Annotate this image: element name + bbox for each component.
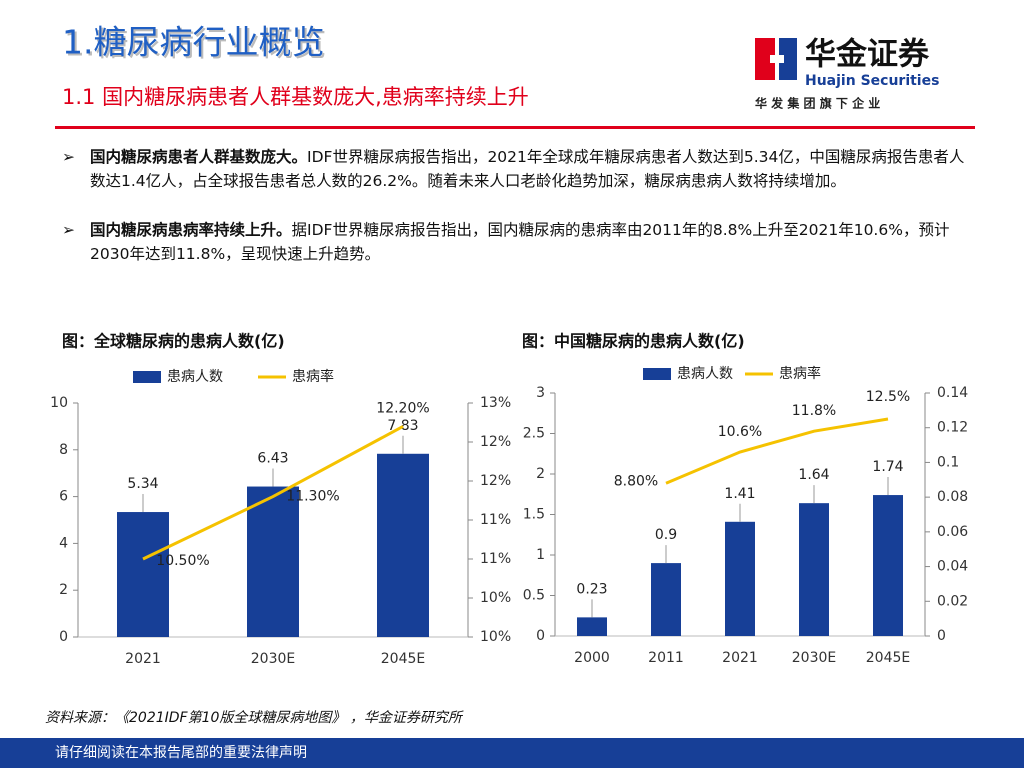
y2-tick-label: 0 — [937, 628, 946, 644]
x-tick-label: 2030E — [792, 650, 836, 666]
title-shadow: 1.糖尿病行业概览 — [64, 25, 327, 64]
x-tick-label: 2045E — [866, 650, 910, 666]
chart-title: 图：全球糖尿病的患病人数(亿) — [62, 332, 285, 351]
y2-tick-label: 12% — [480, 473, 511, 489]
y-tick-label: 10 — [50, 395, 68, 411]
line-label: 12.20% — [376, 400, 429, 416]
bar — [377, 453, 429, 637]
y-tick-label: 6 — [59, 489, 68, 505]
x-tick-label: 2045E — [381, 651, 425, 667]
logo-tagline: 华 发 集 团 旗 下 企 业 — [755, 96, 880, 111]
bar-label: 0.23 — [576, 581, 607, 597]
bullet: ➢ 国内糖尿病患者人群基数庞大。IDF世界糖尿病报告指出，2021年全球成年糖尿病… — [62, 145, 972, 193]
y2-tick-label: 0.1 — [937, 454, 959, 470]
chart-title: 图：中国糖尿病的患病人数(亿) — [522, 332, 745, 351]
slide-subtitle: 1.1 国内糖尿病患者人群基数庞大,患病率持续上升 — [62, 85, 529, 109]
y2-tick-label: 0.14 — [937, 385, 968, 401]
legend-label: 患病人数 — [677, 366, 733, 382]
x-tick-label: 2000 — [574, 650, 610, 666]
y2-tick-label: 0.08 — [937, 489, 968, 505]
x-tick-label: 2021 — [125, 651, 161, 667]
bar-label: 1.64 — [798, 467, 829, 483]
legend-label: 患病率 — [292, 368, 334, 385]
line-label: 8.80% — [614, 473, 658, 489]
bar — [873, 495, 903, 636]
footer-text: 请仔细阅读在本报告尾部的重要法律声明 — [55, 744, 307, 761]
source: 资料来源：《2021IDF第10版全球糖尿病地图》 ，华金证券研究所 — [45, 710, 464, 726]
y2-tick-label: 10% — [480, 590, 511, 606]
logo-en: Huajin Securities — [805, 73, 939, 89]
slide-title: 1.糖尿病行业概览 — [62, 23, 325, 62]
bar — [651, 563, 681, 636]
bar — [577, 617, 607, 636]
y-tick-label: 2 — [536, 466, 545, 482]
line-label: 10.6% — [718, 424, 762, 440]
y2-tick-label: 13% — [480, 395, 511, 411]
x-tick-label: 2030E — [251, 651, 295, 667]
y2-tick-label: 12% — [480, 434, 511, 450]
y-tick-label: 0 — [536, 628, 545, 644]
y-tick-label: 4 — [59, 535, 68, 551]
rate-line — [665, 417, 889, 485]
bullet-lead: 国内糖尿病患者人群基数庞大。 — [90, 148, 308, 166]
line-label: 11.8% — [792, 403, 836, 419]
logo-name: 华金证券 — [805, 37, 930, 73]
y-tick-label: 3 — [536, 385, 545, 401]
bullet-arrow: ➢ — [62, 148, 75, 166]
bullet-text: IDF世界糖尿病报告指出，2021年全球成年糖尿病患者人数达到5.34亿，中国糖… — [90, 148, 965, 190]
bar — [247, 486, 299, 637]
bar-label: 6.43 — [257, 451, 288, 467]
y-tick-label: 2.5 — [523, 426, 545, 442]
bar-label: 1.41 — [724, 486, 755, 502]
bullet: ➢ 国内糖尿病患病率持续上升。据IDF世界糖尿病报告指出，国内糖尿病的患病率由20… — [62, 218, 972, 266]
y-tick-label: 1 — [536, 547, 545, 563]
legend-label: 患病率 — [779, 365, 821, 382]
footer-bar — [0, 738, 1024, 768]
rate-line — [142, 425, 404, 561]
logo: 华金证券 Huajin Securities 华 发 集 团 旗 下 企 业 — [755, 37, 939, 111]
y-tick-label: 0.5 — [523, 588, 545, 604]
y-tick-label: 1.5 — [523, 507, 545, 523]
bar — [117, 512, 169, 637]
bullet-text: 据IDF世界糖尿病报告指出，国内糖尿病的患病率由2011年的8.8%上升至202… — [90, 221, 950, 263]
bar-label: 0.9 — [655, 527, 677, 543]
y-tick-label: 8 — [59, 442, 68, 458]
line-label: 12.5% — [866, 389, 910, 405]
logo-red — [755, 38, 775, 80]
legend-label: 患病人数 — [167, 369, 223, 385]
y2-tick-label: 0.04 — [937, 559, 968, 575]
bullet-lead: 国内糖尿病患病率持续上升。 — [90, 221, 292, 239]
bar-label: 5.34 — [127, 476, 158, 492]
bar — [799, 503, 829, 636]
y-tick-label: 2 — [59, 582, 68, 598]
legend-swatch — [133, 371, 161, 383]
logo-gap — [770, 55, 784, 63]
line-label: 11.30% — [286, 489, 339, 505]
line-label: 10.50% — [156, 553, 209, 569]
y-tick-label: 0 — [59, 629, 68, 645]
bullet-arrow: ➢ — [62, 221, 75, 239]
x-tick-label: 2021 — [722, 650, 758, 666]
bar-label: 1.74 — [872, 459, 903, 475]
y2-tick-label: 0.02 — [937, 593, 968, 609]
y2-tick-label: 11% — [480, 512, 511, 528]
x-tick-label: 2011 — [648, 650, 684, 666]
y2-tick-label: 11% — [480, 551, 511, 567]
y2-tick-label: 10% — [480, 629, 511, 645]
legend-swatch — [643, 368, 671, 380]
y2-tick-label: 0.06 — [937, 524, 968, 540]
header-rule — [55, 126, 975, 129]
y2-tick-label: 0.12 — [937, 420, 968, 436]
logo-blue — [779, 38, 797, 80]
bar — [725, 521, 755, 636]
